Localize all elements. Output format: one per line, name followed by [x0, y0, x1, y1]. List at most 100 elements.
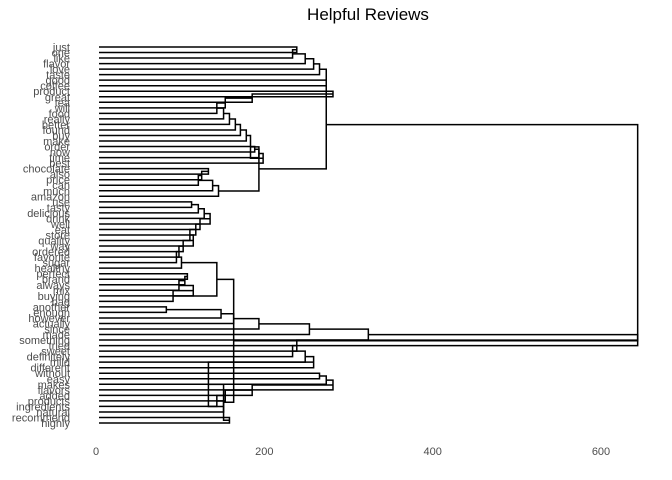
x-tick-label: 0	[93, 446, 99, 458]
leaf-label-chocolate: chocolate	[23, 164, 70, 176]
leaf-label-actually: actually	[33, 318, 71, 330]
dendrogram-branch	[99, 68, 327, 81]
dendrogram-branch	[218, 146, 260, 192]
dendrogram-branch	[99, 272, 189, 280]
leaf-label-favorite: favorite	[34, 252, 70, 264]
leaf-label-delicious: delicious	[27, 208, 70, 220]
dendrogram-branch	[99, 93, 333, 104]
leaf-label-highly: highly	[41, 418, 70, 430]
leaf-label-mild: mild	[50, 357, 70, 369]
leaf-label-order: order	[44, 142, 70, 154]
dendrogram-branch	[99, 46, 298, 54]
leaf-label-store: store	[46, 230, 70, 242]
dendrogram-branch	[99, 308, 222, 319]
dendrogram-branch	[99, 170, 209, 181]
leaf-label-another: another	[33, 302, 71, 314]
leaf-label-however: however	[28, 313, 70, 325]
leaf-label-good: good	[46, 75, 70, 87]
leaf-label-without: without	[34, 368, 70, 380]
dendrogram-branch	[99, 239, 194, 253]
x-tick-label: 600	[592, 446, 610, 458]
x-tick-label: 400	[423, 446, 441, 458]
dendrogram-branch	[99, 203, 200, 214]
dendrogram-branch	[99, 148, 260, 159]
leaf-label-really: really	[44, 114, 71, 126]
dendrogram-branch	[99, 167, 210, 175]
leaf-label-eat: eat	[55, 224, 70, 236]
dendrogram-branch	[99, 284, 195, 297]
leaf-label-ordered: ordered	[32, 247, 70, 259]
dendrogram-branch	[99, 350, 306, 363]
leaf-label-well: well	[50, 219, 70, 231]
leaf-label-definitely: definitely	[27, 352, 71, 364]
leaf-label-tea: tea	[55, 97, 71, 109]
leaf-label-flavors: flavors	[38, 385, 71, 397]
leaf-label-drink: drink	[46, 213, 70, 225]
leaf-label-will: will	[54, 103, 70, 115]
dendrogram-branch	[99, 49, 297, 59]
leaf-label-recommend: recommend	[12, 412, 70, 424]
leaf-label-sweet: sweet	[41, 346, 70, 358]
x-tick-label: 200	[255, 446, 273, 458]
leaf-label-way: way	[49, 241, 70, 253]
leaf-label-tried: tried	[49, 341, 70, 353]
leaf-label-buying: buying	[38, 291, 70, 303]
leaf-label-just: just	[52, 42, 70, 54]
leaf-label-time: time	[49, 153, 70, 165]
leaf-label-easy: easy	[47, 374, 71, 386]
leaf-label-sugar: sugar	[42, 258, 70, 270]
dendrogram-branch	[99, 394, 226, 408]
leaf-label-perfect: perfect	[36, 269, 70, 281]
leaf-label-now: now	[50, 147, 70, 159]
dendrogram-branch	[99, 223, 200, 236]
leaf-label-quality: quality	[38, 236, 70, 248]
dendrogram-branch	[173, 261, 218, 297]
leaf-label-makes: makes	[38, 379, 71, 391]
leaf-label-buy: buy	[52, 130, 70, 142]
dendrogram-branch	[99, 275, 188, 286]
leaf-label-love: love	[50, 64, 70, 76]
dendrogram-branch	[99, 344, 297, 358]
leaf-label-brand: brand	[42, 274, 70, 286]
leaf-label-one: one	[52, 48, 70, 60]
dendrogram-branch	[99, 372, 321, 380]
leaf-label-natural: natural	[36, 407, 70, 419]
leaf-label-price: price	[46, 175, 70, 187]
leaf-label-like: like	[53, 53, 70, 65]
chart-title: Helpful Reviews	[307, 5, 429, 24]
leaf-label-food: food	[49, 108, 70, 120]
leaf-label-tasty: tasty	[47, 202, 71, 214]
dendrogram-branch	[99, 201, 193, 209]
leaf-label-mix: mix	[53, 285, 71, 297]
leaf-label-flavor: flavor	[43, 59, 70, 71]
leaf-label-different: different	[30, 363, 70, 375]
dendrogram-branches	[99, 46, 639, 424]
dendrogram-branch	[99, 234, 195, 247]
dendrogram-branch	[99, 145, 256, 153]
leaf-label-added: added	[39, 390, 70, 402]
dendrogram-branch	[258, 80, 327, 170]
leaf-label-since: since	[44, 324, 70, 336]
leaf-label-make: make	[43, 136, 70, 148]
leaf-label-can: can	[52, 180, 70, 192]
leaf-label-something: something	[19, 335, 70, 347]
leaf-label-healthy: healthy	[35, 263, 71, 275]
leaf-label-taste: taste	[46, 70, 70, 82]
leaf-label-bag: bag	[52, 296, 70, 308]
x-axis: 0 200 400 600	[93, 446, 610, 458]
dendrogram-branch	[99, 250, 179, 264]
leaf-label-also: also	[50, 169, 70, 181]
dendrogram-branch	[99, 53, 306, 65]
leaf-label-coffee: coffee	[40, 81, 70, 93]
leaf-label-made: made	[42, 330, 70, 342]
leaf-label-product: product	[33, 86, 70, 98]
dendrogram-branch	[233, 123, 639, 342]
dendrogram-branch	[99, 256, 183, 269]
leaf-label-enough: enough	[33, 307, 70, 319]
leaf-label-great: great	[45, 92, 70, 104]
leaf-label-ingredients: ingredients	[16, 401, 70, 413]
dendrogram-branch	[99, 416, 231, 424]
leaf-label-always: always	[36, 280, 70, 292]
leaf-labels: justonelikeflavorlovetastegoodcoffeeprod…	[12, 42, 71, 430]
